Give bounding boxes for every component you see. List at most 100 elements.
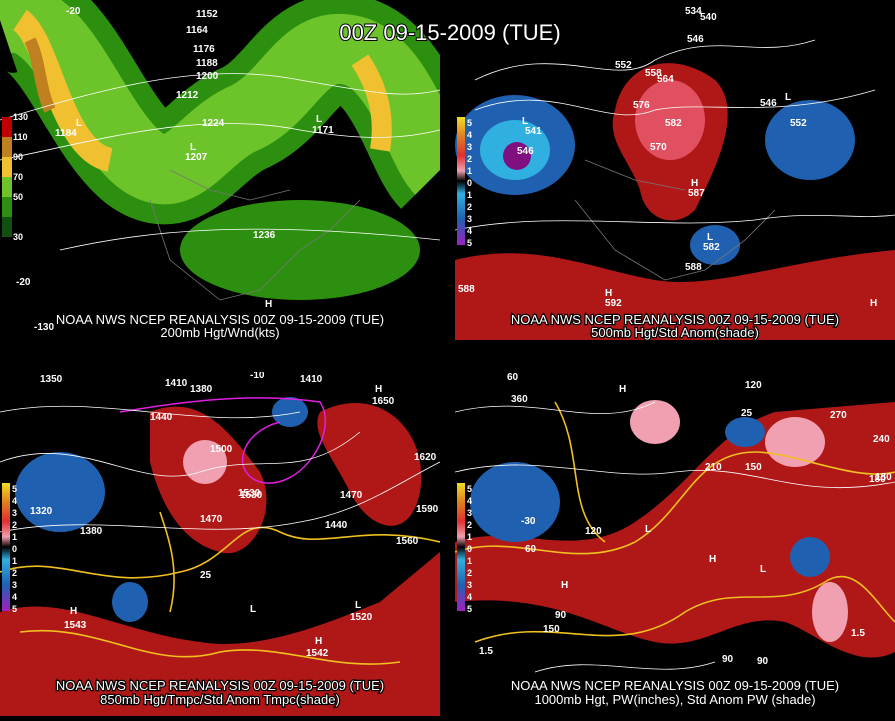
contour-label: 546 — [760, 98, 777, 109]
pressure-center: L — [785, 92, 791, 103]
legend-swatch — [2, 117, 12, 137]
jet-core3 — [351, 54, 392, 152]
contour-label: 1380 — [80, 526, 103, 537]
contour-label: 120 — [585, 526, 602, 537]
jet-core2 — [24, 37, 56, 113]
pressure-center: H — [619, 384, 626, 395]
anomaly-negative — [15, 452, 105, 532]
legend-label: 2 — [467, 154, 472, 164]
legend-label: 130 — [13, 112, 28, 122]
pressure-center: H — [605, 288, 612, 299]
contour-label: 1530 — [240, 490, 263, 501]
pressure-center: L — [190, 142, 196, 153]
contour-label: 1440 — [150, 412, 173, 423]
contour-label: 1620 — [414, 452, 437, 463]
legend-label: 5 — [467, 118, 472, 128]
contour-label: 576 — [633, 100, 650, 111]
panel-subtitle: 850mb Hgt/Tmpc/Std Anom Tmpc(shade) — [100, 692, 340, 707]
panel-caption: NOAA NWS NCEP REANALYSIS 00Z 09-15-2009 … — [56, 678, 384, 693]
contour — [455, 39, 895, 231]
panel-caption: NOAA NWS NCEP REANALYSIS 00Z 09-15-2009 … — [511, 312, 839, 327]
contour — [0, 73, 440, 251]
isotherm — [0, 511, 440, 665]
contour-label: 1470 — [340, 490, 363, 501]
pressure-center: L — [645, 524, 651, 535]
contour-label: 1350 — [40, 374, 63, 385]
pressure-center: L — [707, 232, 713, 243]
pressure-center: L — [76, 118, 82, 129]
pressure-center: H — [375, 384, 382, 395]
anomaly-negative — [503, 142, 531, 170]
legend-label: 1 — [467, 556, 472, 566]
legend-label: 5 — [12, 604, 17, 614]
contour-label: 1152 — [196, 9, 218, 20]
contour-label: 1171 — [312, 125, 334, 136]
contour-label: 570 — [650, 142, 667, 153]
pressure-center: H — [265, 299, 272, 310]
contour-label: 180 — [875, 472, 892, 483]
contour-label: 360 — [511, 394, 528, 405]
pressure-center: H — [70, 606, 77, 617]
contour-label: 1410 — [165, 378, 188, 389]
contour — [0, 405, 440, 533]
contour-label: 1164 — [186, 25, 208, 36]
anomaly-positive — [0, 552, 440, 716]
lon-label: -130 — [34, 322, 54, 333]
contour — [455, 401, 895, 673]
contour-label: 558 — [645, 68, 662, 79]
contour-label: 582 — [665, 118, 682, 129]
isotherm-label: -10 — [250, 370, 265, 381]
legend-label: 0 — [467, 544, 472, 554]
anomaly-positive — [635, 80, 705, 160]
contour-label: 1320 — [30, 506, 53, 517]
legend-label: 2 — [467, 568, 472, 578]
contour-label: 120 — [745, 380, 762, 391]
legend: 5 4 3 2 1 0 1 2 3 4 5 — [457, 483, 472, 614]
contour-label: 541 — [525, 126, 542, 137]
pressure-center: L — [355, 600, 361, 611]
legend: 5 4 3 2 1 0 1 2 3 4 5 — [2, 483, 17, 614]
pw-label: 1.5 — [479, 646, 493, 657]
legend-label: 1 — [12, 532, 17, 542]
contour-label: 150 — [745, 462, 762, 473]
pressure-center: H — [870, 298, 877, 309]
legend-label: 50 — [13, 192, 23, 202]
legend-label: 5 — [467, 604, 472, 614]
legend-label: 1 — [467, 532, 472, 542]
legend-label: 4 — [467, 496, 472, 506]
legend-label: 5 — [12, 484, 17, 494]
lat-label: -20 — [16, 277, 31, 288]
legend-label: 4 — [12, 592, 17, 602]
legend-swatch — [2, 217, 12, 237]
panel-500mb: 5 4 3 2 1 0 1 2 3 4 5 534 540 546 552 55… — [455, 0, 895, 340]
contour-label: 1188 — [196, 58, 218, 69]
panel-850mb: 5 4 3 2 1 0 1 2 3 4 5 1350 1380 1410 144… — [0, 370, 440, 716]
isotherm-cold — [119, 397, 326, 484]
contour-label: 564 — [657, 74, 674, 85]
legend-label: 1 — [467, 166, 472, 176]
contour-label: 270 — [830, 410, 847, 421]
coastline — [574, 159, 776, 281]
panel-subtitle: 200mb Hgt/Wnd(kts) — [160, 325, 279, 340]
contour-label: 1224 — [202, 118, 225, 129]
contour-label: 1590 — [416, 504, 439, 515]
legend-label: 3 — [467, 142, 472, 152]
anomaly-negative — [690, 225, 740, 265]
contour-label: 1200 — [196, 71, 219, 82]
legend: 130 110 90 70 50 30 — [2, 112, 28, 242]
contour-label: 1543 — [64, 620, 87, 631]
contour-label: 180 — [869, 474, 886, 485]
coastline — [149, 169, 361, 301]
legend-label: 70 — [13, 172, 23, 182]
isotherm-label: 25 — [200, 570, 212, 581]
jet-mid — [0, 0, 440, 205]
contour-label: 1176 — [193, 44, 215, 55]
legend-swatch — [2, 177, 12, 197]
pressure-center: L — [760, 564, 766, 575]
legend-label: 110 — [13, 132, 28, 142]
legend-label: 2 — [467, 520, 472, 530]
contour-label: 1380 — [190, 384, 213, 395]
anomaly-positive — [812, 582, 848, 642]
pw-label: 25 — [741, 408, 753, 419]
